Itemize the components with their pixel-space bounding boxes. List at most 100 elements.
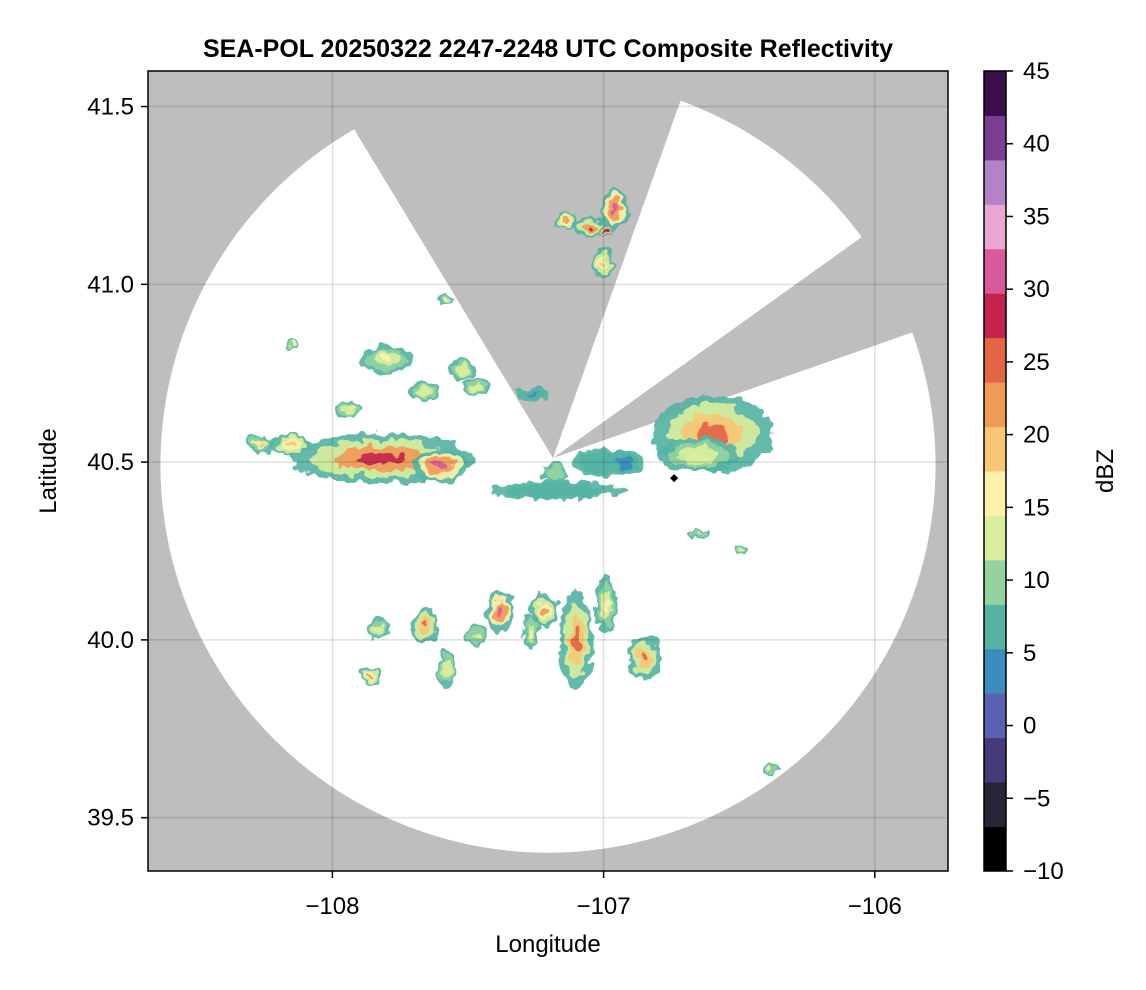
- echo-cell: [335, 401, 363, 416]
- echo-cell-layer: [367, 673, 374, 678]
- echo-cell: [286, 339, 298, 351]
- colorbar-band: [984, 693, 1006, 739]
- echo-cell: [438, 293, 455, 304]
- echo-cell: [560, 590, 593, 690]
- echo-cell-layer: [358, 452, 405, 465]
- echo-cell: [657, 437, 740, 473]
- echo-cell: [606, 449, 645, 475]
- echo-cell-layer: [640, 652, 649, 664]
- echo-cell-layer: [444, 296, 449, 301]
- colorbar-tick-label: 30: [1023, 276, 1050, 303]
- colorbar-band: [984, 337, 1006, 383]
- echo-cell-layer: [286, 441, 297, 448]
- echo-cell-layer: [769, 765, 774, 770]
- echo-cell-layer: [603, 597, 610, 612]
- colorbar-band: [984, 426, 1006, 472]
- echo-cell-layer: [737, 549, 742, 553]
- echo-cell: [598, 225, 615, 237]
- echo-cell-layer: [562, 218, 569, 223]
- echo-cell-layer: [604, 229, 609, 233]
- colorbar-band: [984, 782, 1006, 828]
- colorbar-tick-label: 35: [1023, 203, 1050, 230]
- echo-cell: [687, 527, 710, 539]
- echo-cell-layer: [497, 606, 504, 617]
- echo-cell-layer: [551, 470, 559, 476]
- echo-cell: [592, 248, 615, 278]
- y-tick-label: 40.5: [87, 449, 134, 476]
- echo-cell: [595, 575, 618, 633]
- y-axis-label: Latitude: [35, 428, 62, 513]
- blocked-sector-2: [553, 175, 948, 458]
- echo-cell-layer: [258, 442, 266, 447]
- echo-cell: [359, 344, 414, 374]
- echo-cell: [763, 762, 780, 774]
- radar-site-marker: [670, 474, 679, 483]
- echo-cell: [408, 380, 441, 402]
- echo-cell-layer: [434, 461, 448, 471]
- colorbar-tick-label: 25: [1023, 349, 1050, 376]
- echo-cell-layer: [528, 628, 533, 638]
- colorbar-ticks: −10 −5 0 5 10 15 20 25 30 35 40 45: [1006, 58, 1064, 885]
- echo-cell-layer: [540, 607, 548, 616]
- echo-cells: [248, 188, 780, 774]
- echo-cell: [530, 593, 558, 630]
- y-tick-label: 41.0: [87, 271, 134, 298]
- colorbar-band: [984, 382, 1006, 428]
- y-tick-label: 41.5: [87, 94, 134, 121]
- echo-cell: [554, 211, 577, 230]
- colorbar-band: [984, 159, 1006, 205]
- echo-cell: [367, 618, 390, 640]
- colorbar-band: [984, 115, 1006, 161]
- echo-cell: [486, 590, 515, 633]
- echo-cell: [272, 433, 311, 456]
- colorbar-band: [984, 471, 1006, 516]
- colorbar-label: dBZ: [1092, 449, 1119, 493]
- echo-cell: [489, 481, 626, 500]
- blocked-sector-1: [318, 71, 692, 458]
- echo-cell-layer: [620, 459, 631, 466]
- colorbar-tick-label: 0: [1023, 713, 1036, 740]
- colorbar-band: [984, 559, 1006, 605]
- colorbar-tick-label: 40: [1023, 131, 1050, 158]
- x-tick-label: −107: [577, 893, 631, 920]
- echo-cell: [438, 647, 455, 690]
- colorbar-tick-label: 20: [1023, 422, 1050, 449]
- echo-cell-layer: [444, 663, 449, 674]
- echo-cell-layer: [289, 342, 294, 347]
- echo-cell-layer: [585, 224, 595, 231]
- echo-cell: [411, 607, 439, 644]
- colorbar-tick-label: 5: [1023, 640, 1036, 667]
- echo-cell-layer: [472, 385, 480, 390]
- echo-cell: [600, 188, 628, 232]
- echo-cell-layer: [540, 488, 575, 493]
- colorbar-frame: [983, 70, 1007, 872]
- y-axis: 39.5 40.0 40.5 41.0 41.5: [87, 94, 148, 832]
- colorbar-band: [984, 248, 1006, 294]
- echo-cell-layer: [695, 531, 702, 536]
- echo-cell: [516, 387, 550, 402]
- colorbar-tick-label: 45: [1023, 58, 1050, 85]
- colorbar-band: [984, 737, 1006, 783]
- x-tick-label: −106: [848, 893, 902, 920]
- echo-cell: [541, 462, 569, 484]
- echo-cell-layer: [473, 633, 479, 639]
- echo-cell: [462, 378, 490, 397]
- echo-cell: [573, 216, 607, 239]
- y-tick-label: 39.5: [87, 805, 134, 832]
- echo-cell-layer: [529, 392, 538, 397]
- chart-title: SEA-POL 20250322 2247-2248 UTC Composite…: [203, 35, 893, 63]
- colorbar-band: [984, 204, 1006, 250]
- echo-cell-layer: [379, 355, 394, 363]
- colorbar-band: [984, 71, 1006, 116]
- echo-cell: [733, 545, 745, 557]
- echo-cell-layer: [572, 627, 581, 653]
- echo-cell: [465, 625, 487, 647]
- echo-cell-layer: [345, 406, 353, 411]
- colorbar-tick-label: 15: [1023, 494, 1050, 521]
- colorbar-band: [984, 293, 1006, 339]
- echo-cell-layer: [420, 388, 429, 394]
- plot-frame: [147, 70, 949, 872]
- echo-cell: [359, 666, 382, 685]
